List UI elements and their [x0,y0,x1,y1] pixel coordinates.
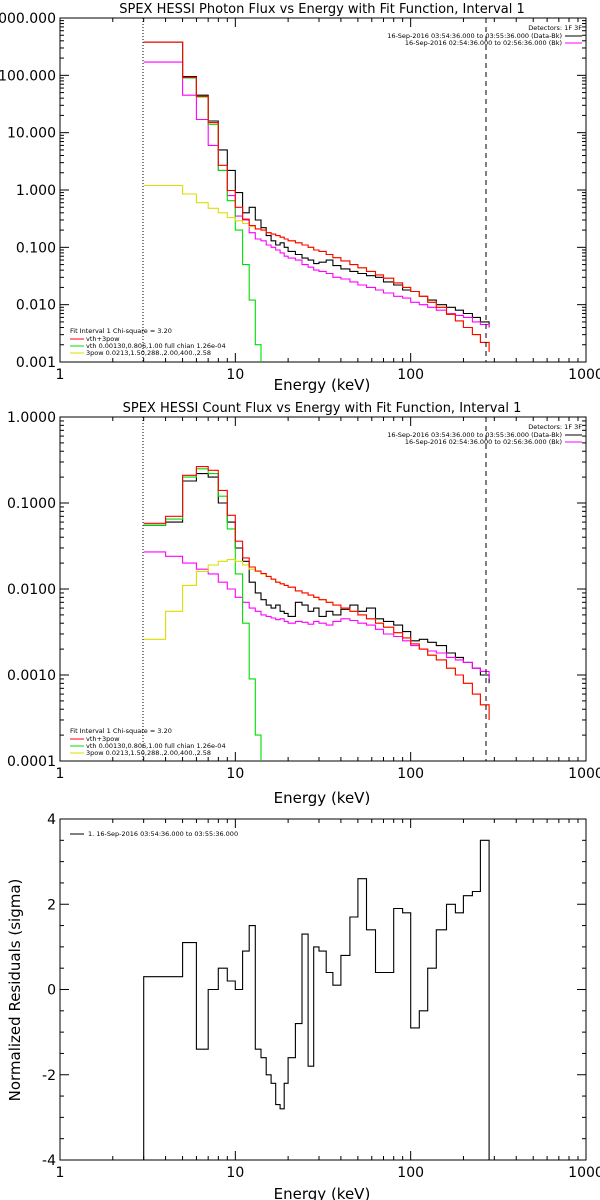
panel1-detector-info: Detectors: 1F 3F 16-Sep-2016 03:54:36.00… [387,24,582,47]
x-tick-label: 10 [226,1165,244,1181]
series-line-4 [143,41,490,352]
series-line-0 [143,473,490,684]
panel2-legend-header: Fit Interval 1 Chi-square = 3.20 [70,727,172,735]
y-tick-label: 10.000 [7,126,56,142]
panel1-ticks: 1 10 100 1000 0.001 0.010 0.100 1.000 10.000 100.… [0,11,600,383]
residuals-panel: 1 10 100 1000 -4 -2 0 2 4 Energy (keV) Normalize… [6,812,600,1200]
x-tick-label: 1 [56,367,65,383]
x-tick-label: 1 [56,766,65,782]
panel2-detectors-text: Detectors: 1F 3F [528,423,582,431]
series-line-0 [143,41,490,328]
panel1-data-interval-text: 16-Sep-2016 03:54:36.000 to 03:55:36.000… [387,32,562,40]
panel1-title: SPEX HESSI Photon Flux vs Energy with Fi… [119,2,525,17]
y-tick-label: 0.0001 [7,754,56,770]
y-tick-label: 0.0010 [7,668,56,684]
panel1-xlabel: Energy (keV) [274,376,371,394]
panel2-legend: Fit Interval 1 Chi-square = 3.20 vth+3po… [70,727,226,757]
x-tick-label: 1000 [568,1165,600,1181]
x-tick-label: 1000 [568,367,600,383]
panel2-xlabel: Energy (keV) [274,789,371,807]
panel3-frame [59,818,587,1161]
series-line-2 [143,41,262,362]
panel1-legend-header: Fit Interval 1 Chi-square = 3.20 [70,327,172,335]
panel2-bk-interval-text: 16-Sep-2016 02:54:36.000 to 02:56:36.000… [405,438,562,446]
panel2-legend-3pow: 3pow 0.0213,1.50,288.,2.00,400.,2.58 [86,749,211,757]
y-tick-label: 0.001 [16,355,56,371]
x-tick-label: 100 [397,1165,424,1181]
x-tick-label: 100 [397,367,424,383]
panel3-xlabel: Energy (keV) [274,1185,371,1200]
panel3-ticks: 1 10 100 1000 -4 -2 0 2 4 [42,812,600,1181]
x-tick-label: 100 [397,766,424,782]
panel2-title: SPEX HESSI Count Flux vs Energy with Fit… [123,401,522,416]
x-tick-label: 10 [226,367,244,383]
x-tick-label: 10 [226,766,244,782]
panel1-legend-vth: vth 0.00130,0.806,1.00 full chian 1.26e-… [86,342,226,350]
panel2-legend-vth: vth 0.00130,0.806,1.00 full chian 1.26e-… [86,742,226,750]
panel3-ylabel: Normalized Residuals (sigma) [6,879,24,1102]
y-tick-label: 1.0000 [7,410,56,426]
panel2-legend-total: vth+3pow [86,735,120,743]
panel1-frame [59,17,587,363]
y-tick-label: 0.010 [16,298,56,314]
x-tick-label: 1 [56,1165,65,1181]
panel2-ticks: 1 10 100 1000 0.0001 0.0010 0.0100 0.1000 1.0000 [7,410,600,782]
y-tick-label: 1.000 [16,183,56,199]
series-line-1 [143,61,490,328]
panel1-bk-interval-text: 16-Sep-2016 02:54:36.000 to 02:56:36.000… [405,39,562,47]
y-tick-label: 4 [47,812,56,828]
y-tick-label: 0.100 [16,240,56,256]
panel2-data-interval-text: 16-Sep-2016 03:54:36.000 to 03:55:36.000… [387,431,562,439]
series-line-3 [143,559,490,720]
panel1-legend-3pow: 3pow 0.0213,1.50,288.,2.00,400.,2.58 [86,349,211,357]
series-line-0 [143,839,490,1160]
y-tick-label: 0.0100 [7,582,56,598]
y-tick-label: 100.000 [0,68,56,84]
y-tick-label: -4 [42,1153,56,1169]
count-flux-panel: SPEX HESSI Count Flux vs Energy with Fit… [7,401,600,807]
panel1-series [143,41,490,362]
x-tick-label: 1000 [568,766,600,782]
panel3-legend-text: 1. 16-Sep-2016 03:54:36.000 to 03:55:36.… [88,830,238,838]
series-line-3 [143,184,490,352]
panel3-series [143,839,490,1160]
y-tick-label: 2 [47,897,56,913]
photon-flux-panel: SPEX HESSI Photon Flux vs Energy with Fi… [0,2,600,394]
panel1-legend-total: vth+3pow [86,335,120,343]
panel2-detector-info: Detectors: 1F 3F 16-Sep-2016 03:54:36.00… [387,423,582,446]
panel3-legend: 1. 16-Sep-2016 03:54:36.000 to 03:55:36.… [70,830,238,838]
series-line-4 [143,466,490,720]
panel1-legend: Fit Interval 1 Chi-square = 3.20 vth+3po… [70,327,226,357]
y-tick-label: 0 [47,983,56,999]
y-tick-label: -2 [42,1068,56,1084]
series-line-2 [143,468,262,761]
y-tick-label: 0.1000 [7,496,56,512]
panel1-detectors-text: Detectors: 1F 3F [528,24,582,32]
y-tick-label: 1000.000 [0,11,56,27]
panel2-series [143,466,490,761]
panel2-frame [59,416,587,762]
